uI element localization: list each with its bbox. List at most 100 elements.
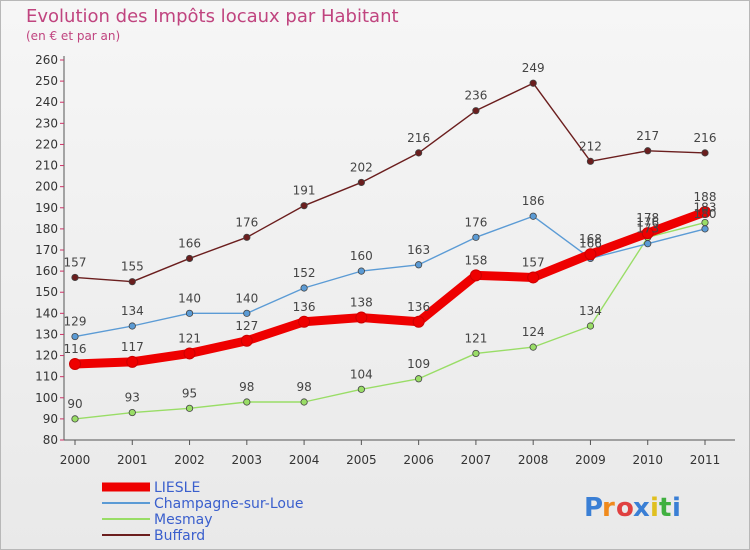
data-label: 212 [579,139,602,153]
data-label: 136 [293,300,316,314]
data-label: 180 [694,207,717,221]
data-point [71,332,79,341]
y-tick-label: 180 [35,222,58,236]
data-label: 98 [239,380,254,394]
data-point [300,284,308,292]
data-point [412,315,425,328]
data-point [357,385,365,393]
series-line-mesmay [74,221,706,420]
data-label: 176 [464,215,487,229]
data-point [529,79,537,87]
data-point [644,147,652,155]
data-point [243,309,251,317]
y-tick-label: 130 [35,327,58,341]
data-point [71,273,79,282]
chart-subtitle: (en € et par an) [26,29,120,43]
y-tick-label: 140 [35,306,58,320]
logo-letter: P [584,493,603,523]
data-label: 173 [636,222,659,236]
data-point [527,271,540,284]
series-line-buffard [74,82,706,283]
data-label: 95 [182,386,197,400]
y-tick-label: 240 [35,95,58,109]
data-label: 90 [67,397,82,411]
data-label: 127 [235,319,258,333]
y-tick-label: 230 [35,116,58,130]
data-label: 176 [636,215,659,229]
data-point [586,157,595,165]
data-point [644,240,652,248]
data-point [243,398,251,406]
data-point [472,107,480,115]
data-label: 176 [235,215,258,229]
y-tick-label: 250 [35,74,58,88]
data-label: 134 [579,304,602,318]
data-label: 109 [407,357,430,371]
data-point [357,267,365,275]
data-label: 157 [522,255,545,269]
data-point [586,322,595,330]
y-tick-label: 260 [35,53,58,67]
data-label: 124 [522,325,545,339]
data-point [529,343,537,351]
data-point [128,408,136,417]
data-label: 160 [350,249,373,263]
x-tick-label: 2006 [403,453,434,467]
data-label: 155 [121,260,144,274]
y-tick-label: 200 [35,180,58,194]
data-point [529,212,537,220]
data-label: 134 [121,304,144,318]
data-point [469,269,482,282]
data-label: 188 [694,190,717,204]
data-label: 216 [694,131,717,145]
data-point [126,355,139,368]
data-label: 178 [636,211,659,225]
y-tick-label: 150 [35,285,58,299]
data-label: 138 [350,296,373,310]
data-label: 152 [293,266,316,280]
data-label: 158 [464,253,487,267]
data-point [185,254,194,263]
data-label: 157 [64,255,87,269]
data-point [584,248,597,261]
logo-letter: i [672,493,681,523]
data-label: 191 [293,184,316,198]
data-label: 163 [407,243,430,257]
data-label: 93 [125,391,140,405]
data-label: 121 [178,331,201,345]
data-label: 183 [694,201,717,215]
y-tick-label: 220 [35,137,58,151]
data-label: 202 [350,160,373,174]
data-label: 168 [579,232,602,246]
data-point [185,309,194,317]
data-point [298,315,311,328]
data-label: 140 [178,291,201,305]
x-tick-label: 2001 [117,453,148,467]
data-point [699,206,711,218]
logo-letter: t [659,493,671,523]
data-point [183,347,196,360]
data-label: 117 [121,340,144,354]
y-tick-label: 190 [35,201,58,215]
data-label: 166 [579,236,602,250]
series-line-champagne-sur-loue [74,215,706,338]
data-label: 217 [636,129,659,143]
data-point [472,349,480,358]
data-point [69,358,81,370]
data-point [472,233,480,241]
y-tick-label: 90 [43,412,58,426]
data-point [300,202,308,210]
x-tick-label: 2005 [346,453,377,467]
y-tick-label: 210 [35,159,58,173]
data-point [415,375,423,383]
data-point [415,149,423,157]
y-tick-label: 100 [35,391,58,405]
y-tick-label: 160 [35,264,58,278]
data-label: 166 [178,236,201,250]
y-tick-label: 110 [35,370,58,384]
data-point [415,261,423,269]
x-tick-label: 2004 [289,453,320,467]
legend-label: LIESLE [154,480,200,496]
